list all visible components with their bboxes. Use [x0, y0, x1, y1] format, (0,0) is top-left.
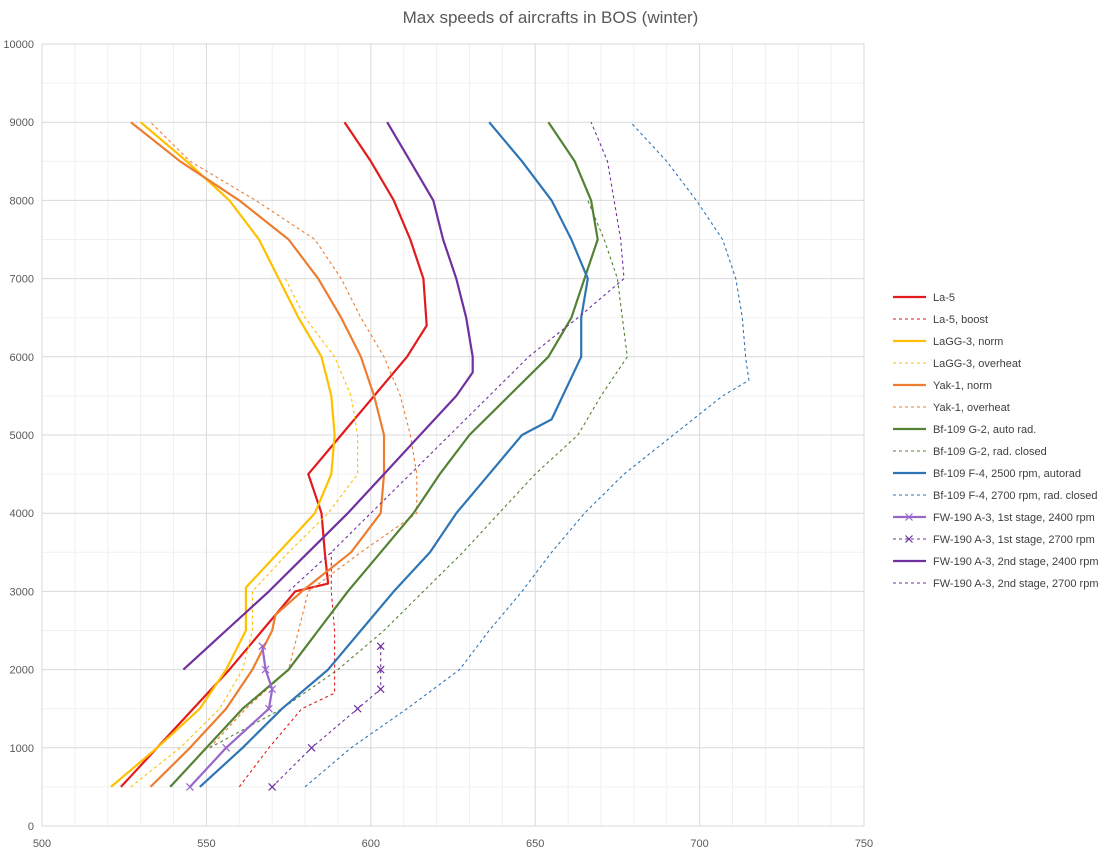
series-line-8	[199, 121, 589, 788]
series-line-6	[169, 121, 599, 788]
legend-entry: LaGG-3, overheat	[893, 358, 1021, 370]
series-line-12	[182, 121, 474, 671]
y-tick-label: 7000	[10, 274, 34, 286]
x-tick-label: 600	[362, 838, 380, 850]
y-tick-label: 2000	[10, 665, 34, 677]
legend-marker	[905, 535, 913, 543]
legend-entry: Bf-109 F-4, 2500 rpm, autorad	[893, 468, 1081, 480]
x-tick-label: 700	[690, 838, 708, 850]
legend-entry: FW-190 A-3, 1st stage, 2400 rpm	[893, 512, 1095, 524]
legend-label: Bf-109 G-2, rad. closed	[933, 446, 1047, 458]
legend-entry: La-5, boost	[893, 314, 988, 326]
legend-entry: Bf-109 F-4, 2700 rpm, rad. closed	[893, 490, 1097, 502]
legend-entry: Yak-1, norm	[893, 380, 992, 392]
data-point-marker	[376, 665, 385, 674]
legend-label: FW-190 A-3, 1st stage, 2700 rpm	[933, 534, 1095, 546]
x-tick-label: 550	[197, 838, 215, 850]
x-tick-label: 650	[526, 838, 544, 850]
x-tick-label: 750	[855, 838, 873, 850]
legend-label: La-5	[933, 292, 955, 304]
legend-entry: FW-190 A-3, 2nd stage, 2400 rpm	[893, 556, 1099, 568]
series-line-2	[110, 121, 336, 788]
data-point-marker	[186, 782, 194, 791]
legend-entry: FW-190 A-3, 1st stage, 2700 rpm	[893, 534, 1095, 546]
series-lines	[110, 121, 750, 791]
legend-label: Yak-1, norm	[933, 380, 992, 392]
data-point-marker	[264, 704, 273, 713]
legend-entry: FW-190 A-3, 2nd stage, 2700 rpm	[893, 578, 1099, 590]
data-point-marker	[258, 642, 267, 651]
series-line-7	[209, 200, 628, 749]
data-point-marker	[376, 642, 385, 651]
legend-label: Bf-109 F-4, 2500 rpm, autorad	[933, 468, 1081, 480]
data-point-marker	[376, 685, 385, 694]
legend-label: LaGG-3, overheat	[933, 358, 1021, 370]
series-line-10	[189, 645, 274, 788]
series-line-4	[130, 121, 386, 788]
legend-label: La-5, boost	[933, 314, 988, 326]
y-tick-label: 4000	[10, 508, 34, 520]
data-point-marker	[261, 665, 270, 674]
data-point-marker	[353, 704, 362, 713]
y-tick-label: 0	[28, 821, 34, 833]
x-tick-label: 500	[33, 838, 51, 850]
data-point-marker	[307, 743, 316, 752]
legend-label: Bf-109 F-4, 2700 rpm, rad. closed	[933, 490, 1097, 502]
legend-entry: Bf-109 G-2, auto rad.	[893, 424, 1036, 436]
legend-entry: Bf-109 G-2, rad. closed	[893, 446, 1047, 458]
legend-label: Bf-109 G-2, auto rad.	[933, 424, 1036, 436]
legend-entry: LaGG-3, norm	[893, 336, 1003, 348]
series-line-9	[304, 121, 750, 788]
series-line-11	[271, 646, 382, 788]
series-line-0	[120, 121, 428, 788]
y-tick-label: 8000	[10, 195, 34, 207]
y-tick-label: 5000	[10, 430, 34, 442]
chart-title: Max speeds of aircrafts in BOS (winter)	[402, 8, 699, 27]
legend-label: Yak-1, overheat	[933, 402, 1010, 414]
y-tick-label: 10000	[3, 39, 34, 51]
legend-entry: Yak-1, overheat	[893, 402, 1010, 414]
legend-label: LaGG-3, norm	[933, 336, 1003, 348]
legend: La-5 La-5, boost LaGG-3, norm LaGG-3, overh…	[893, 292, 1099, 590]
legend-label: FW-190 A-3, 1st stage, 2400 rpm	[933, 512, 1095, 524]
legend-entry: La-5	[893, 292, 955, 304]
legend-marker	[905, 513, 913, 521]
legend-label: FW-190 A-3, 2nd stage, 2400 rpm	[933, 556, 1099, 568]
major-gridlines: 500 550 600 650 700 750 0 1000 2000 3000 4000 5000 6…	[3, 39, 873, 850]
y-tick-label: 1000	[10, 743, 34, 755]
legend-label: FW-190 A-3, 2nd stage, 2700 rpm	[933, 578, 1099, 590]
y-tick-label: 9000	[10, 117, 34, 129]
y-tick-label: 6000	[10, 352, 34, 364]
y-tick-label: 3000	[10, 586, 34, 598]
data-point-marker	[268, 782, 277, 791]
data-point-marker	[268, 685, 277, 694]
series-line-5	[150, 121, 418, 749]
series-line-3	[130, 278, 359, 788]
data-point-marker	[222, 743, 231, 752]
